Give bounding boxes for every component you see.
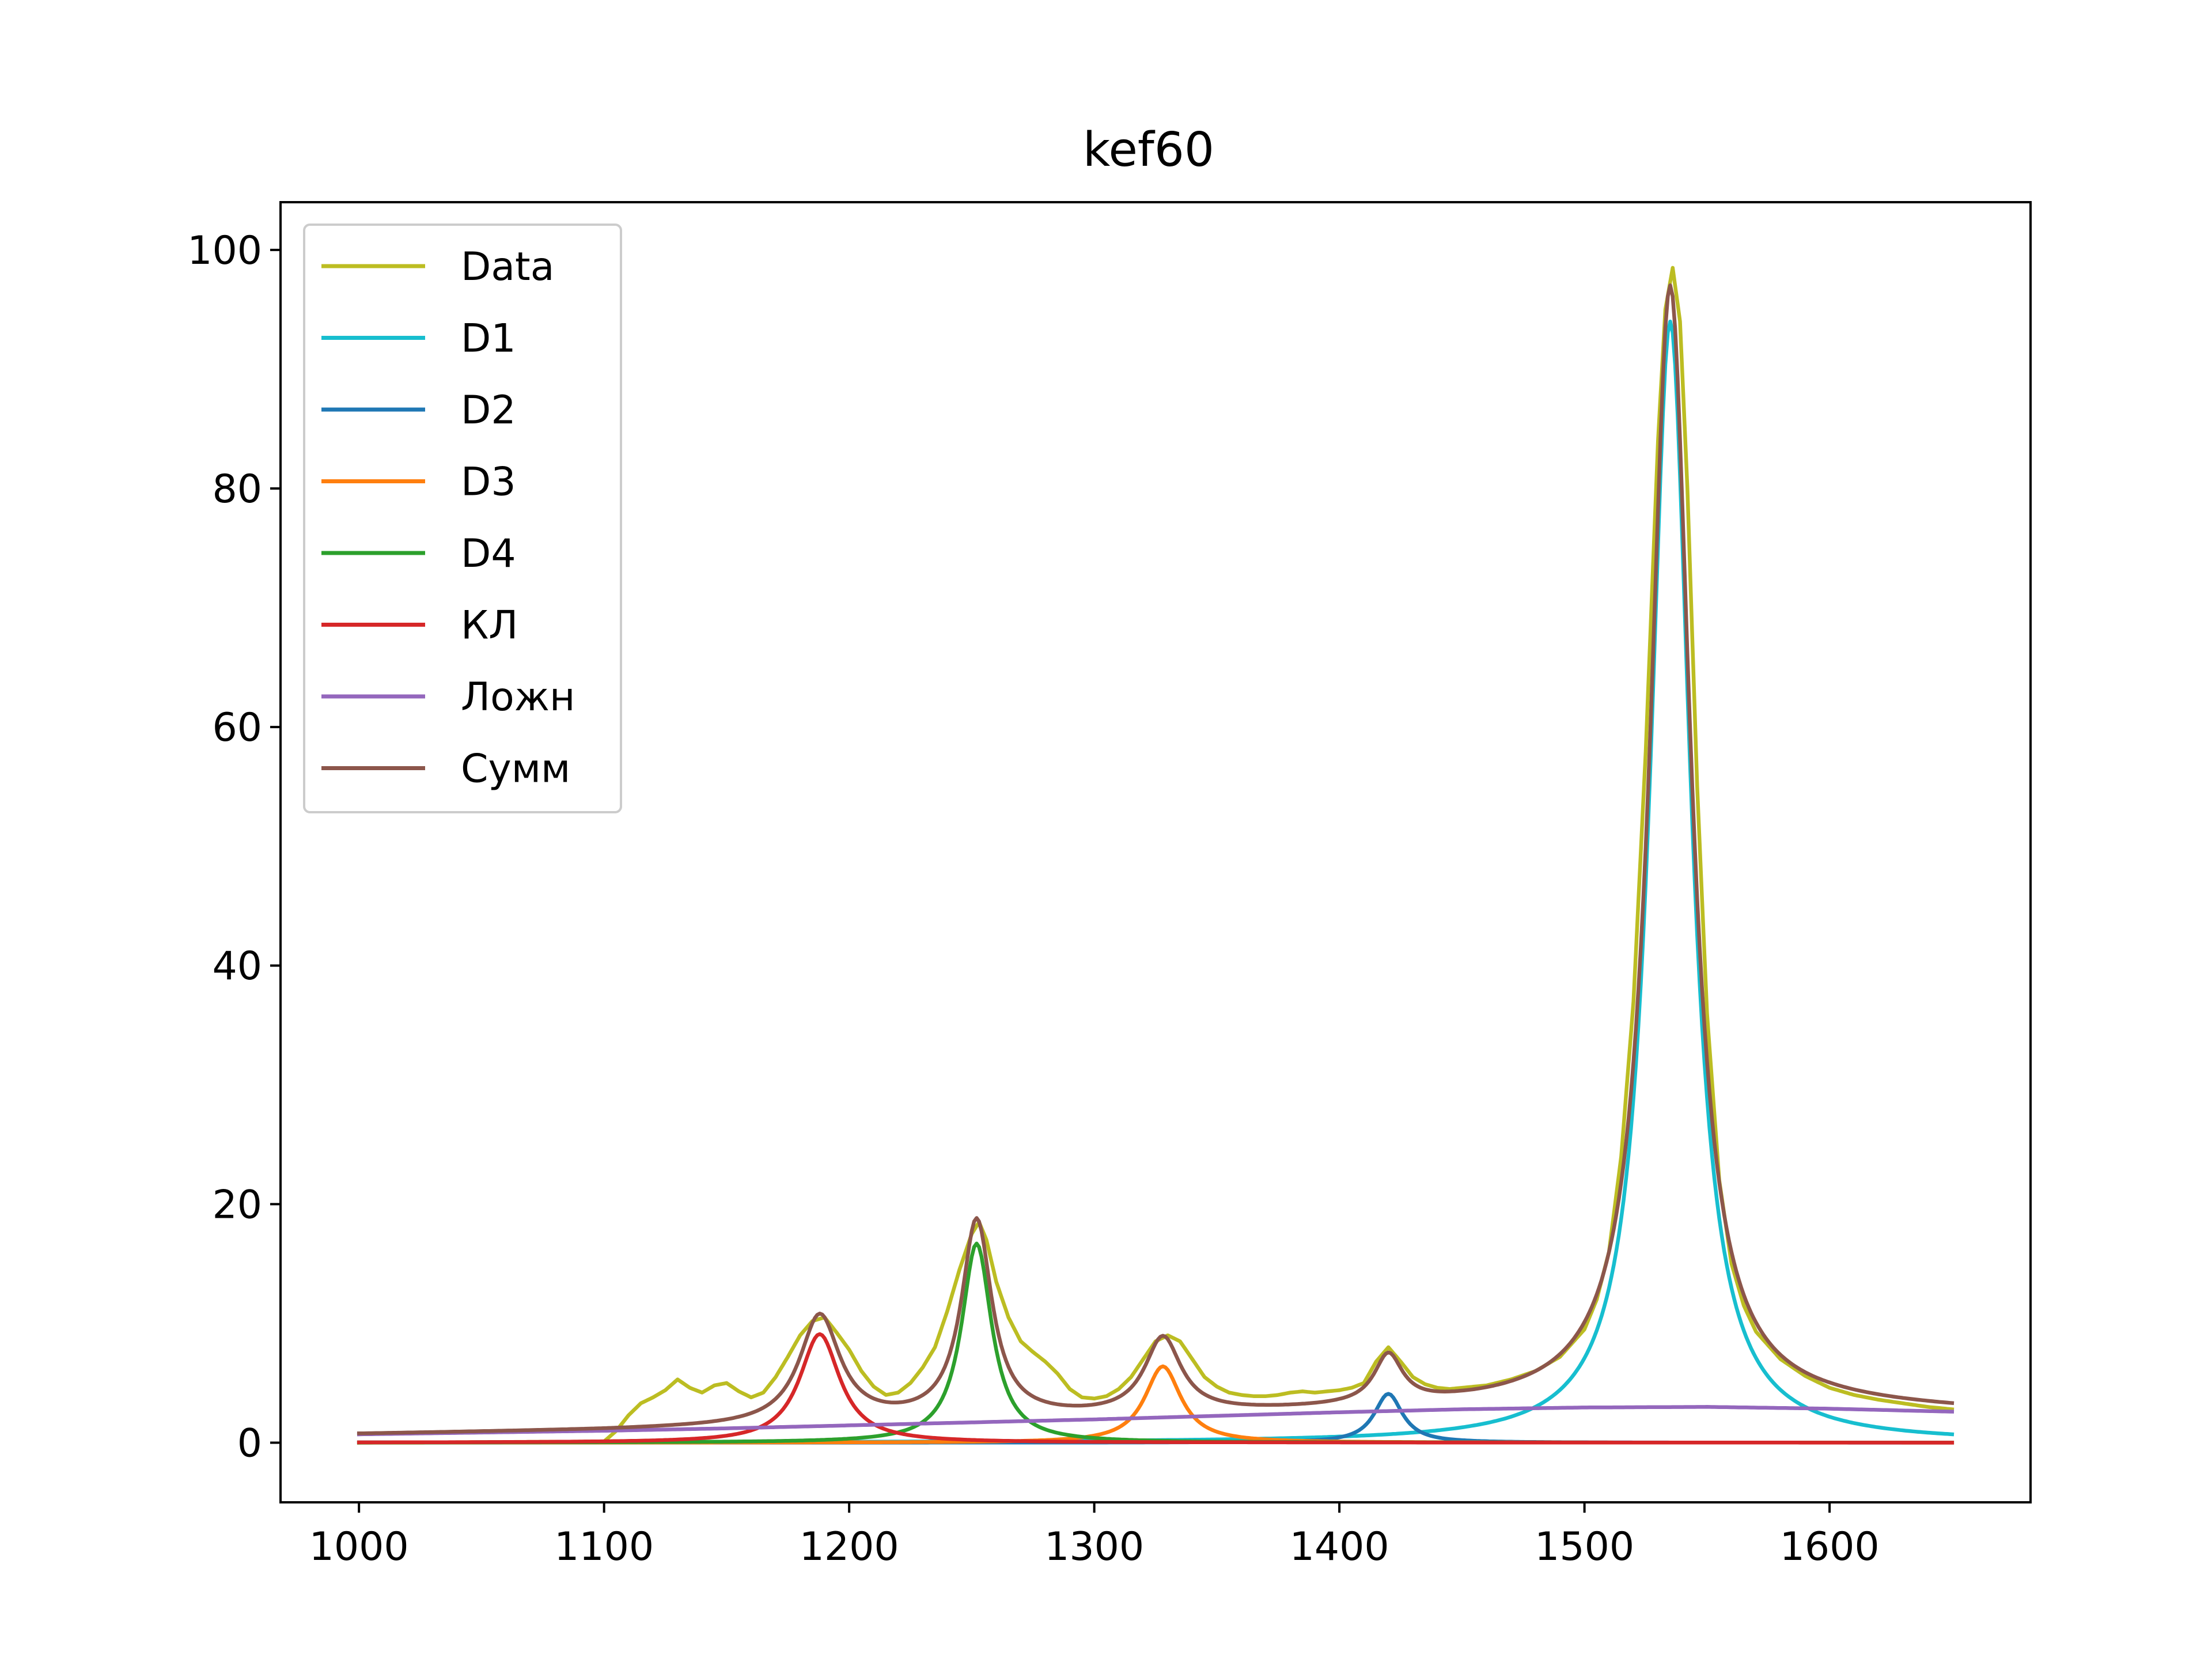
legend-label: Ложн bbox=[461, 675, 575, 720]
plot-frame bbox=[279, 201, 2032, 1503]
legend: Data D1 D2 D3 D4 КЛ Ложн Сумм bbox=[303, 224, 622, 813]
x-tick-label: 1400 bbox=[1290, 1524, 1389, 1570]
legend-label: D3 bbox=[461, 460, 516, 505]
y-tick-label: 40 bbox=[212, 944, 262, 989]
legend-label: Сумм bbox=[461, 747, 570, 792]
legend-label: D1 bbox=[461, 316, 516, 362]
x-axis: 1000 1100 1200 1300 1400 1500 1600 bbox=[309, 1502, 1880, 1570]
x-tick-label: 1500 bbox=[1535, 1524, 1634, 1570]
legend-box bbox=[303, 224, 622, 813]
y-tick-label: 80 bbox=[212, 467, 262, 512]
x-tick-label: 1300 bbox=[1044, 1524, 1144, 1570]
series-line-Ложн bbox=[357, 1405, 1955, 1437]
y-tick-label: 0 bbox=[237, 1421, 262, 1466]
legend-label: D2 bbox=[461, 388, 516, 433]
y-axis: 0 20 40 60 80 100 bbox=[187, 228, 281, 1466]
legend-label: Data bbox=[461, 244, 554, 290]
y-tick-label: 60 bbox=[212, 705, 262, 751]
x-tick-label: 1200 bbox=[800, 1524, 899, 1570]
y-tick-label: 100 bbox=[187, 228, 262, 274]
series-line-КЛ bbox=[357, 1332, 1955, 1445]
series-line-Сумм bbox=[357, 283, 1955, 1435]
legend-label: КЛ bbox=[461, 603, 518, 649]
legend-label: D4 bbox=[461, 531, 516, 577]
plot-lines bbox=[357, 266, 1955, 1445]
x-tick-label: 1600 bbox=[1780, 1524, 1880, 1570]
x-tick-label: 1000 bbox=[309, 1524, 409, 1570]
chart-title: kef60 bbox=[1083, 123, 1214, 177]
x-tick-label: 1100 bbox=[554, 1524, 654, 1570]
y-tick-label: 20 bbox=[212, 1182, 262, 1228]
